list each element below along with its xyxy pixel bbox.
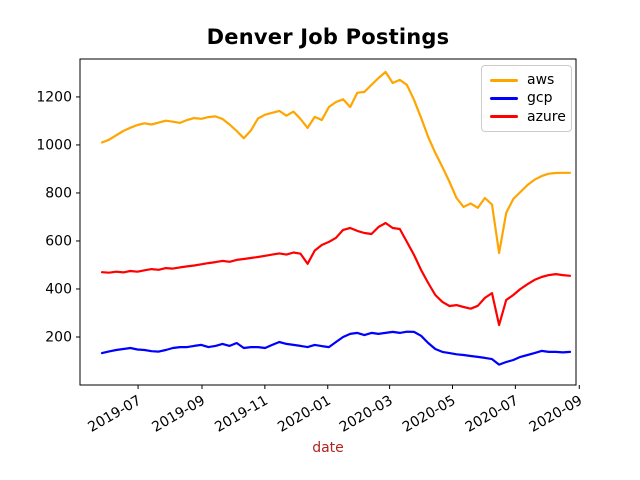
legend-line-sample-gcp <box>490 96 518 100</box>
x-tick-label: 2019-11 <box>212 393 271 436</box>
x-tick-label: 2019-07 <box>85 393 144 436</box>
legend: aws gcp azure <box>481 65 572 132</box>
x-tick-label: 2020-01 <box>275 393 334 436</box>
legend-item-gcp: gcp <box>490 91 563 105</box>
legend-label-gcp: gcp <box>527 90 553 107</box>
x-tick-label: 2020-03 <box>337 393 396 436</box>
series-line-aws <box>100 70 572 255</box>
y-tick-label: 200 <box>45 329 72 345</box>
x-axis-label: date <box>312 440 344 456</box>
x-tick-label: 2020-05 <box>400 393 459 436</box>
legend-label-azure: azure <box>527 108 566 125</box>
y-tick-label: 800 <box>45 185 72 201</box>
chart-title: Denver Job Postings <box>206 25 450 49</box>
x-tick-label: 2020-07 <box>463 393 522 436</box>
x-tick-label: 2020-09 <box>527 393 586 436</box>
y-tick-label: 1000 <box>36 137 72 153</box>
legend-line-sample-aws <box>490 78 518 82</box>
legend-line-sample-azure <box>490 115 518 119</box>
y-tick-label: 400 <box>45 281 72 297</box>
y-tick-label: 1200 <box>36 89 72 105</box>
x-tick-label: 2019-09 <box>149 393 208 436</box>
legend-item-aws: aws <box>490 73 563 87</box>
y-tick-label: 600 <box>45 233 72 249</box>
legend-label-aws: aws <box>527 72 555 89</box>
legend-item-azure: azure <box>490 108 566 125</box>
series-line-gcp <box>100 330 572 366</box>
series-line-azure <box>100 221 572 327</box>
